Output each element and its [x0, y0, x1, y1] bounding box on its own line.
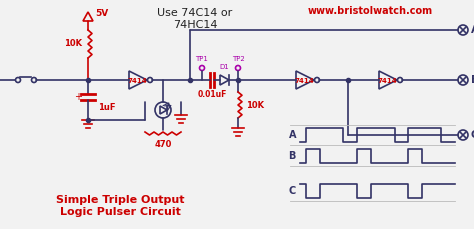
Text: +: + — [74, 92, 82, 102]
Text: 7414: 7414 — [377, 78, 397, 84]
Text: D1: D1 — [219, 64, 229, 70]
Text: B: B — [289, 151, 296, 161]
Text: 5V: 5V — [95, 9, 108, 19]
Text: C: C — [471, 130, 474, 140]
Text: Simple Triple Output
Logic Pulser Circuit: Simple Triple Output Logic Pulser Circui… — [56, 195, 184, 217]
Text: B: B — [471, 75, 474, 85]
Text: C: C — [289, 186, 296, 196]
Text: 0.01uF: 0.01uF — [197, 90, 227, 99]
Text: Use 74C14 or
74HC14: Use 74C14 or 74HC14 — [157, 8, 233, 30]
Text: 7414: 7414 — [127, 78, 147, 84]
Text: A: A — [289, 130, 296, 140]
Text: 1uF: 1uF — [98, 104, 116, 112]
Text: TP1: TP1 — [196, 56, 209, 62]
Text: TP2: TP2 — [232, 56, 245, 62]
Text: www.bristolwatch.com: www.bristolwatch.com — [308, 6, 433, 16]
Text: 7414: 7414 — [294, 78, 314, 84]
Text: 10K: 10K — [64, 39, 82, 49]
Text: 470: 470 — [155, 140, 172, 149]
Text: A: A — [471, 25, 474, 35]
Text: 10K: 10K — [246, 101, 264, 109]
